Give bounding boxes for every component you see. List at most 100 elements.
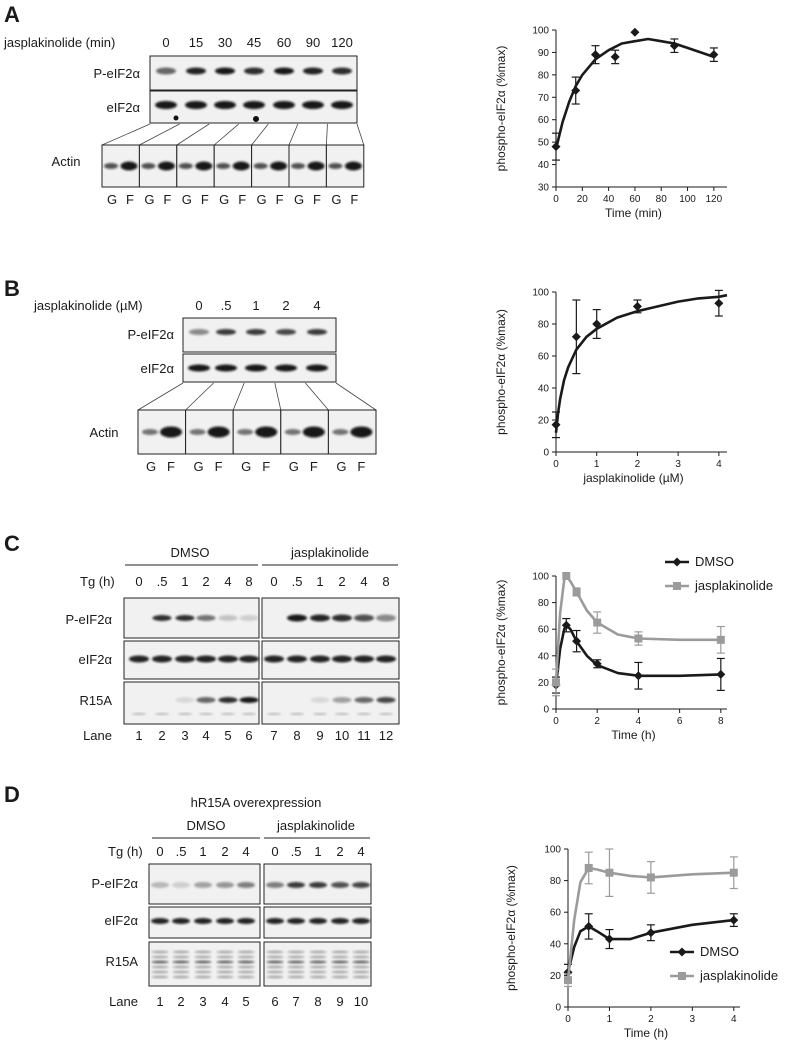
data-point — [592, 319, 602, 329]
data-point — [630, 27, 640, 37]
blot-c-r15a-dmso — [123, 681, 260, 725]
series-line — [566, 866, 734, 981]
band — [188, 364, 210, 372]
y-tick-label: 60 — [538, 625, 550, 636]
data-point — [593, 618, 602, 627]
band — [332, 655, 352, 663]
connector-line — [139, 123, 180, 146]
y-tick-label: 80 — [550, 876, 562, 887]
legend: DMSO jasplakinolide — [665, 554, 773, 593]
band — [196, 655, 216, 663]
treatment-label-b: jasplakinolide (µM) — [33, 298, 143, 313]
band — [194, 970, 212, 974]
band — [350, 426, 373, 438]
band — [194, 960, 212, 964]
band — [335, 713, 349, 715]
band — [152, 655, 172, 663]
y-tick-label: 90 — [538, 48, 550, 59]
lane-number-d: 8 — [314, 994, 321, 1009]
band — [309, 970, 327, 974]
series-dmso — [563, 913, 739, 981]
connector-line — [232, 382, 245, 411]
fraction-label-f: F — [313, 192, 321, 207]
y-tick-label: 0 — [555, 1003, 561, 1014]
data-point — [572, 587, 581, 596]
band — [306, 364, 328, 372]
x-tick-label: 2 — [594, 716, 600, 727]
data-point — [572, 636, 582, 646]
band — [287, 975, 305, 979]
band — [266, 960, 284, 964]
band — [332, 614, 352, 622]
band — [185, 101, 207, 109]
band — [309, 882, 327, 888]
x-axis-title: Time (min) — [605, 206, 662, 220]
lane-value-b: 4 — [313, 298, 320, 313]
x-tick-label: 20 — [577, 194, 589, 205]
x-tick-label: 8 — [718, 716, 724, 727]
band — [352, 882, 370, 888]
legend-marker — [673, 582, 681, 590]
band — [151, 950, 169, 954]
fraction-label-g: G — [182, 192, 192, 207]
band — [328, 163, 343, 169]
connector-line — [305, 382, 329, 411]
band — [178, 713, 192, 715]
fraction-label-f: F — [276, 192, 284, 207]
connector-line — [356, 123, 365, 146]
chart-b: 0 20 40 60 80 100 0 1 2 3 4 jasplakinolide (µM) phos… — [494, 288, 728, 485]
band — [142, 429, 158, 435]
lane-number-d: 7 — [292, 994, 299, 1009]
band — [216, 950, 234, 954]
lane-value-c: 8 — [382, 574, 389, 589]
band — [175, 697, 195, 703]
lane-value-d: 0 — [271, 844, 278, 859]
fraction-label-f: F — [167, 459, 175, 474]
band — [242, 713, 256, 715]
x-tick-label: 1 — [607, 1014, 613, 1025]
band — [309, 960, 327, 964]
data-point — [562, 572, 571, 580]
band — [218, 615, 238, 621]
band — [332, 697, 352, 703]
row-label-b-p-eif2a: P-eIF2α — [127, 327, 174, 342]
band — [273, 101, 295, 109]
blot-speck — [253, 116, 259, 122]
chart-d: 0 20 40 60 80 100 0 1 2 3 4 Time (h) phospho-eIF2α (… — [504, 845, 778, 1041]
band — [313, 713, 327, 715]
band — [376, 655, 396, 663]
data-point — [605, 868, 614, 877]
band — [331, 955, 349, 959]
legend-label: DMSO — [695, 554, 734, 569]
band — [194, 950, 212, 954]
band — [215, 67, 235, 75]
band — [172, 975, 190, 979]
lane-value-d: 1 — [314, 844, 321, 859]
band — [274, 67, 294, 75]
x-tick-label: 0 — [565, 1014, 571, 1025]
band — [266, 975, 284, 979]
panel-letter-d: D — [4, 782, 20, 807]
band — [331, 101, 353, 109]
blot-d-r15a-jasp — [263, 941, 372, 987]
band — [266, 950, 284, 954]
band — [266, 970, 284, 974]
connector-line — [137, 382, 184, 411]
band — [344, 161, 362, 171]
y-tick-label: 100 — [532, 572, 549, 583]
x-tick-label: 100 — [679, 194, 696, 205]
band — [172, 970, 190, 974]
band — [155, 713, 169, 715]
lane-value-a: 45 — [247, 35, 261, 50]
treatment-label-a: jasplakinolide (min) — [3, 35, 115, 50]
lane-number-c: 1 — [135, 728, 142, 743]
fraction-label-f: F — [163, 192, 171, 207]
data-point — [571, 332, 581, 342]
legend: DMSO jasplakinolide — [670, 944, 778, 983]
band — [237, 950, 255, 954]
fraction-label-g: G — [107, 192, 117, 207]
band — [132, 713, 146, 715]
lane-value-d: .5 — [176, 844, 187, 859]
band — [331, 965, 349, 969]
